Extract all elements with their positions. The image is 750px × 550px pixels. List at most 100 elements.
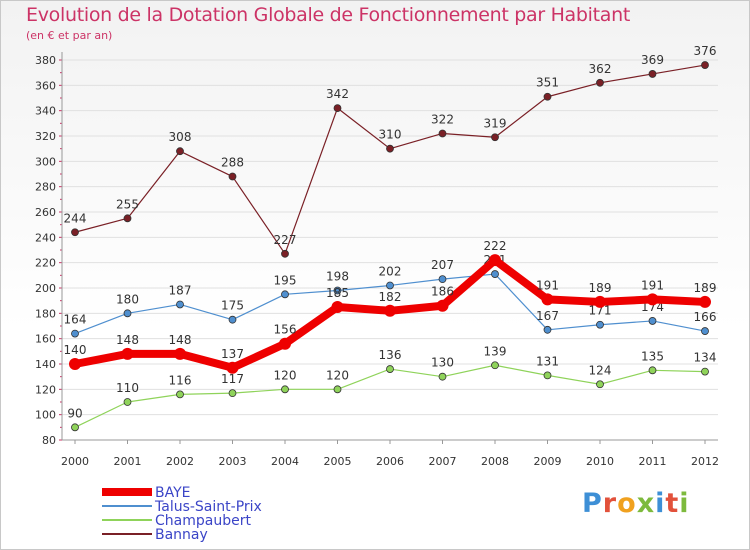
y-tick-label-360: 360 (35, 79, 56, 92)
data-point-talus-saint-prix (123, 309, 132, 318)
data-point-talus-saint-prix (596, 320, 604, 329)
data-point-champaubert (491, 361, 499, 370)
x-tick-label-2012: 2012 (691, 455, 719, 468)
x-tick-label-2011: 2011 (639, 455, 667, 468)
data-point-champaubert (176, 390, 184, 399)
data-point-champaubert (648, 366, 657, 375)
y-tick-label-300: 300 (35, 155, 56, 168)
series-line-bannay (74, 64, 706, 255)
data-point-talus-saint-prix (333, 286, 342, 295)
data-label-bannay: 362 (589, 62, 612, 76)
data-label-baye: 148 (116, 333, 139, 347)
data-label-talus-saint-prix: 175 (221, 299, 244, 313)
data-label-bannay: 376 (694, 44, 717, 58)
data-label-bannay: 255 (116, 197, 139, 211)
data-label-bannay: 342 (326, 87, 349, 101)
x-tick-label-2001: 2001 (114, 455, 142, 468)
data-point-champaubert (333, 385, 342, 394)
x-tick-label-2010: 2010 (586, 455, 614, 468)
data-label-baye: 182 (379, 290, 402, 304)
data-point-baye (384, 304, 396, 317)
data-label-bannay: 322 (431, 112, 454, 126)
data-label-bannay: 319 (484, 116, 507, 130)
data-point-baye (594, 295, 606, 308)
x-tick-label-2008: 2008 (481, 455, 509, 468)
data-label-champaubert: 120 (274, 368, 297, 382)
data-point-talus-saint-prix (71, 329, 79, 338)
data-label-champaubert: 134 (694, 351, 717, 365)
data-label-champaubert: 120 (326, 368, 349, 382)
data-point-baye (489, 254, 501, 267)
data-label-baye: 156 (274, 323, 297, 337)
data-point-bannay (543, 92, 552, 101)
y-tick-label-260: 260 (35, 206, 56, 219)
data-label-talus-saint-prix: 180 (116, 292, 139, 306)
data-label-baye: 189 (589, 281, 612, 295)
data-point-bannay (491, 133, 499, 142)
data-label-champaubert: 131 (536, 354, 559, 368)
data-label-baye: 191 (641, 278, 664, 292)
x-tick-label-2006: 2006 (376, 455, 404, 468)
data-point-baye (541, 293, 554, 306)
y-tick-label-100: 100 (35, 409, 56, 422)
y-tick-label-220: 220 (35, 257, 56, 270)
legend-label-talus-saint-prix: Talus-Saint-Prix (154, 499, 262, 515)
y-tick-label-80: 80 (42, 434, 56, 447)
data-label-talus-saint-prix: 164 (64, 313, 87, 327)
data-point-bannay (123, 214, 132, 223)
data-point-bannay (386, 144, 394, 153)
y-tick-label-140: 140 (35, 358, 56, 371)
data-point-bannay (176, 147, 184, 156)
data-point-bannay (701, 61, 709, 69)
x-tick-label-2005: 2005 (324, 455, 352, 468)
data-point-talus-saint-prix (386, 281, 394, 290)
data-point-champaubert (71, 423, 79, 432)
data-point-baye (174, 347, 186, 360)
data-label-baye: 140 (64, 343, 87, 357)
y-tick-label-340: 340 (35, 105, 56, 118)
x-tick-label-2004: 2004 (271, 455, 299, 468)
data-point-baye (279, 337, 291, 350)
x-tick-label-2002: 2002 (166, 455, 194, 468)
legend-label-bannay: Bannay (155, 527, 208, 543)
data-label-baye: 191 (536, 278, 559, 292)
chart-title: Evolution de la Dotation Globale de Fonc… (26, 4, 631, 26)
data-label-champaubert: 135 (641, 349, 664, 363)
data-label-talus-saint-prix: 166 (694, 310, 717, 324)
data-point-bannay (438, 129, 447, 138)
data-point-talus-saint-prix (491, 270, 499, 278)
data-label-baye: 185 (326, 286, 349, 300)
data-label-baye: 137 (221, 347, 244, 361)
data-point-baye (121, 347, 134, 360)
data-label-bannay: 351 (536, 76, 559, 90)
y-tick-label-180: 180 (35, 307, 56, 320)
data-label-champaubert: 124 (589, 363, 612, 377)
data-point-talus-saint-prix (648, 317, 657, 325)
data-point-champaubert (596, 380, 604, 389)
data-label-talus-saint-prix: 171 (589, 304, 612, 318)
data-point-talus-saint-prix (543, 325, 552, 334)
data-label-champaubert: 116 (169, 373, 192, 387)
data-point-bannay (71, 228, 79, 237)
data-label-champaubert: 117 (221, 372, 244, 386)
data-point-champaubert (281, 385, 289, 394)
data-point-champaubert (123, 398, 132, 406)
y-tick-label-240: 240 (35, 231, 56, 244)
data-point-champaubert (386, 365, 394, 373)
data-point-baye (699, 295, 711, 308)
data-point-bannay (228, 172, 237, 181)
data-point-talus-saint-prix (228, 315, 237, 324)
data-point-champaubert (543, 371, 552, 380)
data-label-baye: 148 (169, 333, 192, 347)
y-tick-label-380: 380 (35, 54, 56, 67)
data-label-bannay: 227 (274, 233, 297, 247)
x-tick-label-2009: 2009 (534, 455, 562, 468)
data-label-bannay: 369 (641, 53, 664, 67)
data-label-talus-saint-prix: 167 (536, 309, 559, 323)
data-label-talus-saint-prix: 195 (274, 273, 297, 287)
data-point-baye (436, 299, 449, 312)
y-tick-label-280: 280 (35, 181, 56, 194)
data-point-talus-saint-prix (438, 275, 447, 284)
